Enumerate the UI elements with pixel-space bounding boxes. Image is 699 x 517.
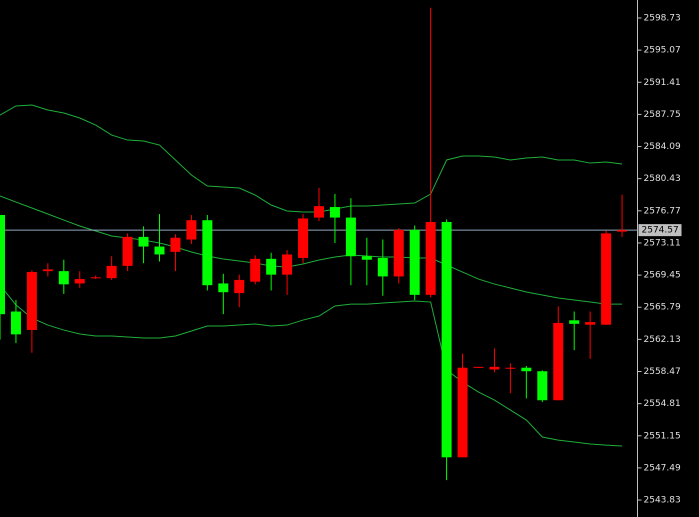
candle-body: [505, 367, 516, 369]
y-tick-label: 2591.41: [644, 78, 681, 88]
candle-body: [409, 229, 420, 295]
candle-body: [154, 246, 165, 255]
candle-body: [521, 367, 532, 372]
candle-body: [58, 271, 69, 285]
candle-body: [74, 279, 85, 284]
band-line: [0, 104, 623, 213]
candle-body: [361, 256, 372, 260]
candle-body: [314, 206, 324, 218]
candle-body: [42, 269, 53, 272]
candle-body: [473, 366, 484, 368]
band-line: [0, 195, 623, 305]
candle-body: [218, 283, 229, 293]
y-tick-label: 2551.15: [644, 431, 681, 441]
candle-body: [489, 366, 500, 370]
y-tick-label: 2569.45: [644, 271, 681, 281]
candle-body: [569, 320, 580, 324]
candle-body: [106, 265, 117, 279]
y-tick-label: 2565.79: [644, 303, 681, 313]
y-tick-label: 2576.77: [644, 206, 681, 216]
current-price-box: [638, 224, 682, 237]
candle-body: [617, 230, 628, 232]
y-tick-label: 2547.49: [644, 463, 681, 473]
candle-body: [26, 272, 37, 330]
candle-body: [377, 257, 388, 277]
candle-body: [298, 218, 309, 258]
candle-body: [202, 220, 213, 286]
candle-body: [425, 221, 436, 295]
candle-body: [393, 229, 404, 277]
y-tick-label: 2580.43: [644, 174, 681, 184]
candle-body: [441, 221, 452, 458]
candle-body: [170, 237, 181, 252]
y-tick-label: 2573.11: [644, 238, 681, 248]
y-tick-label: 2595.07: [644, 46, 681, 56]
candle-body: [329, 207, 340, 218]
y-tick-label: 2558.47: [644, 367, 681, 377]
candle-body: [0, 214, 5, 315]
candle-body: [537, 371, 548, 401]
candle-body: [138, 236, 149, 247]
candle-body: [122, 236, 133, 266]
candle-body: [90, 277, 101, 279]
y-tick-label: 2598.73: [644, 14, 681, 24]
y-tick-label: 2587.75: [644, 110, 681, 120]
y-tick-label: 2584.09: [644, 142, 681, 152]
candle-body: [457, 367, 468, 458]
candle-body: [10, 311, 21, 335]
y-tick-label: 2562.13: [644, 335, 681, 345]
candle-body: [345, 217, 356, 257]
candle-body: [234, 279, 245, 294]
current-price-label: 2574.57: [642, 226, 679, 236]
candle-body: [186, 220, 197, 240]
candle-body: [282, 254, 293, 275]
y-tick-label: 2554.81: [644, 399, 681, 409]
band-line: [0, 284, 623, 447]
y-tick-label: 2543.83: [644, 496, 681, 506]
candle-body: [601, 233, 612, 325]
candle-body: [585, 322, 596, 325]
candle-body: [266, 258, 277, 275]
candle-body: [250, 258, 261, 282]
candle-body: [553, 322, 564, 401]
plot-area: [0, 7, 638, 481]
